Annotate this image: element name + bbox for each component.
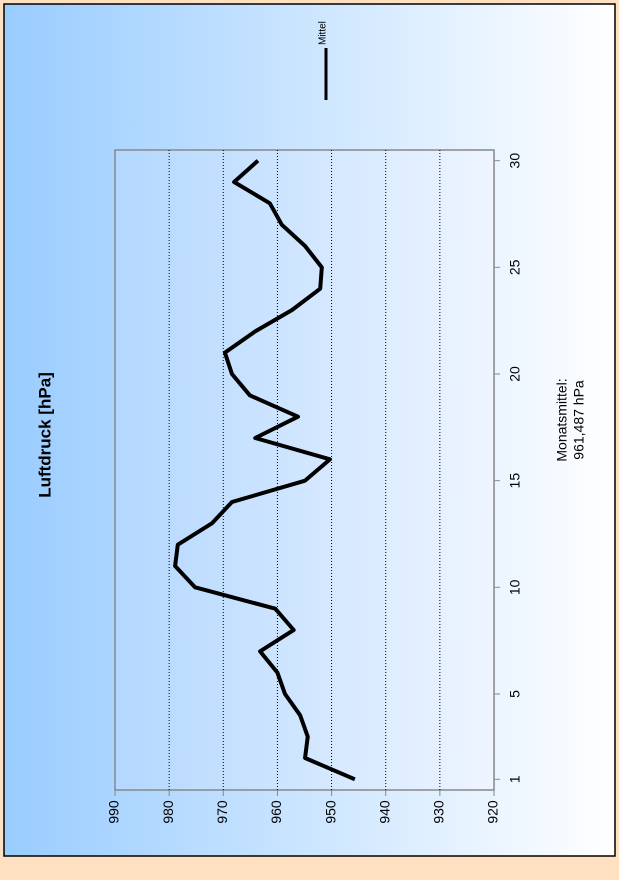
- x-tick-label: 30: [507, 153, 523, 169]
- y-tick-label: 920: [485, 800, 501, 824]
- chart-title: Luftdruck [hPa]: [35, 372, 54, 498]
- y-tick-label: 990: [106, 800, 122, 824]
- x-tick-label: 25: [507, 259, 523, 275]
- x-tick-label: 10: [507, 579, 523, 595]
- legend-label: Mittel: [318, 21, 329, 45]
- y-tick-label: 980: [160, 800, 176, 824]
- x-tick-label: 15: [507, 473, 523, 489]
- x-tick-label: 5: [507, 690, 523, 698]
- plot-area: [114, 149, 495, 791]
- x-tick-label: 20: [507, 366, 523, 382]
- y-tick-label: 950: [322, 800, 338, 824]
- y-tick-label: 940: [376, 800, 392, 824]
- annotation: Monatsmittel:: [554, 378, 570, 461]
- data-line: [173, 159, 356, 782]
- y-tick-label: 960: [268, 800, 284, 824]
- y-tick-label: 930: [431, 800, 447, 824]
- annotation: 961,487 hPa: [571, 380, 587, 460]
- y-tick-label: 970: [214, 800, 230, 824]
- x-tick-label: 1: [507, 775, 523, 783]
